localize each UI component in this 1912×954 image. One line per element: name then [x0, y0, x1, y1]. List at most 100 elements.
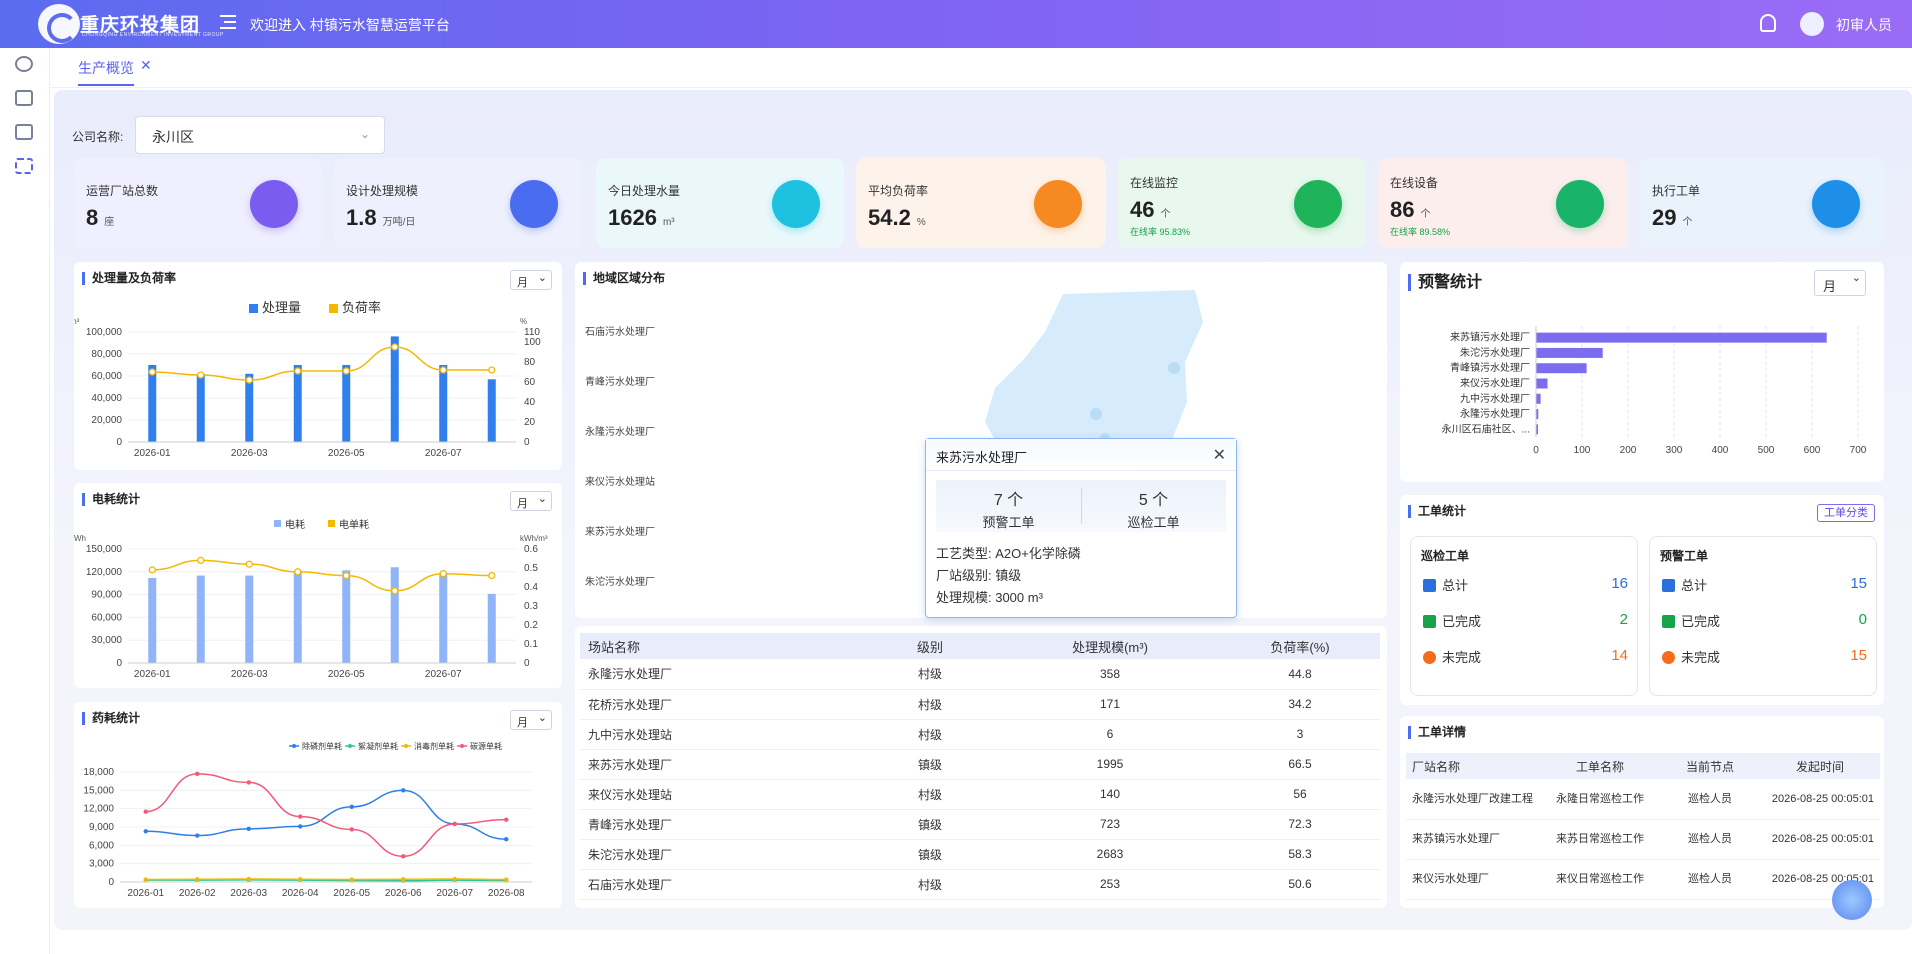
line-point[interactable]	[245, 560, 253, 568]
region-station-label[interactable]: 青峰污水处理厂	[585, 377, 655, 388]
line-point[interactable]	[401, 877, 406, 882]
region-station-label[interactable]: 永隆污水处理厂	[585, 427, 655, 438]
line-point[interactable]	[349, 804, 354, 810]
line-point[interactable]	[195, 877, 200, 882]
line-point[interactable]	[452, 821, 457, 827]
bar[interactable]	[1536, 409, 1539, 420]
stat-card[interactable]: 设计处理规模 1.8 万吨/日	[334, 158, 582, 248]
list-icon[interactable]	[15, 90, 33, 106]
stat-card[interactable]: 今日处理水量 1626 m³	[596, 158, 844, 248]
table-row[interactable]: 来仪污水处理站 村级 140 56	[580, 779, 1380, 810]
bell-icon[interactable]	[1760, 14, 1776, 32]
bar[interactable]	[148, 365, 157, 442]
bar[interactable]	[1536, 347, 1603, 358]
line-point[interactable]	[504, 877, 509, 882]
bar[interactable]	[1536, 378, 1548, 389]
bar[interactable]	[439, 574, 448, 663]
line-point[interactable]	[488, 366, 496, 374]
line-point[interactable]	[401, 854, 406, 859]
line-point[interactable]	[148, 566, 156, 574]
workorder-stat-row[interactable]: 已完成 0	[1662, 611, 1867, 630]
line-point[interactable]	[246, 826, 251, 832]
bar[interactable]	[1536, 393, 1541, 404]
table-row[interactable]: 石庙污水处理厂 村级 253 50.6	[580, 869, 1380, 900]
tab-close-icon[interactable]: ✕	[140, 57, 152, 73]
line-point[interactable]	[197, 371, 205, 379]
workorder-stat-row[interactable]: 未完成 14	[1423, 647, 1628, 666]
line-point[interactable]	[246, 780, 251, 785]
bar[interactable]	[245, 373, 254, 442]
line-point[interactable]	[391, 587, 399, 595]
bar[interactable]	[1536, 363, 1587, 374]
stat-card[interactable]: 在线设备 86 个在线率 89.58%	[1378, 158, 1628, 248]
line-point[interactable]	[452, 876, 457, 882]
table-row[interactable]: 九中污水处理站 村级 6 3	[580, 719, 1380, 750]
line-point[interactable]	[349, 877, 354, 882]
line-point[interactable]	[504, 817, 509, 822]
stat-card[interactable]: 平均负荷率 54.2%	[856, 158, 1106, 248]
company-select[interactable]: 永川区 ⌄	[135, 116, 385, 154]
popup-patrol[interactable]: 5 个巡检工单	[1081, 486, 1226, 531]
workorder-category-button[interactable]: 工单分类	[1817, 504, 1875, 522]
line-point[interactable]	[195, 833, 200, 838]
line-point[interactable]	[143, 809, 148, 814]
table-row[interactable]: 来苏污水处理厂 镇级 1995 66.5	[580, 749, 1380, 780]
workorder-stat-row[interactable]: 总计 16	[1423, 575, 1628, 594]
line-point[interactable]	[342, 571, 350, 580]
line-point[interactable]	[197, 556, 205, 565]
chem-period-select[interactable]: 月	[510, 710, 552, 730]
table-row[interactable]: 永隆污水处理厂 村级 358 44.8	[580, 659, 1380, 690]
bar[interactable]	[487, 379, 496, 442]
table-row[interactable]: 来仪污水处理厂 来仪日常巡检工作 巡检人员 2026-08-25 00:05:01	[1406, 859, 1880, 900]
workorder-stat-row[interactable]: 总计 15	[1662, 575, 1867, 594]
line-point[interactable]	[488, 571, 496, 580]
table-row[interactable]: 青峰污水处理厂 镇级 723 72.3	[580, 809, 1380, 840]
bar[interactable]	[439, 365, 448, 442]
region-station-label[interactable]: 石庙污水处理厂	[585, 327, 655, 338]
line-point[interactable]	[298, 877, 303, 882]
avatar[interactable]	[1800, 12, 1824, 36]
bar[interactable]	[196, 575, 205, 663]
line-point[interactable]	[294, 367, 302, 375]
bar[interactable]	[293, 571, 302, 663]
bar[interactable]	[390, 336, 399, 442]
line-point[interactable]	[245, 376, 253, 384]
region-station-label[interactable]: 朱沱污水处理厂	[585, 577, 655, 588]
line-point[interactable]	[195, 771, 200, 777]
line-point[interactable]	[349, 827, 354, 832]
bar[interactable]	[487, 593, 496, 663]
line-point[interactable]	[148, 368, 156, 376]
line-point[interactable]	[143, 877, 148, 882]
bar[interactable]	[1536, 424, 1538, 435]
dashboard-icon[interactable]	[15, 56, 33, 72]
assistant-float-button[interactable]	[1832, 880, 1872, 920]
line-point[interactable]	[298, 814, 303, 819]
stat-card[interactable]: 执行工单 29 个	[1640, 158, 1884, 248]
alert-period-select[interactable]: 月	[1814, 270, 1866, 296]
bar[interactable]	[390, 567, 399, 663]
station-marker[interactable]	[1090, 408, 1102, 420]
region-icon[interactable]	[15, 158, 33, 174]
treatment-period-select[interactable]: 月	[510, 270, 552, 290]
bar[interactable]	[148, 577, 157, 663]
region-station-label[interactable]: 来仪污水处理站	[585, 477, 655, 488]
workorder-stat-row[interactable]: 未完成 15	[1662, 647, 1867, 666]
bar[interactable]	[196, 373, 205, 442]
table-row[interactable]: 来苏镇污水处理厂 来苏日常巡检工作 巡检人员 2026-08-25 00:05:01	[1406, 819, 1880, 860]
station-marker[interactable]	[1168, 362, 1180, 374]
bar[interactable]	[245, 575, 254, 663]
popup-alert[interactable]: 7 个预警工单	[936, 486, 1081, 531]
line-point[interactable]	[246, 876, 251, 882]
grid-icon[interactable]	[15, 124, 33, 140]
region-station-label[interactable]: 来苏污水处理厂	[585, 527, 655, 538]
line-point[interactable]	[298, 824, 303, 829]
workorder-stat-row[interactable]: 已完成 2	[1423, 611, 1628, 630]
line-point[interactable]	[439, 570, 447, 578]
power-period-select[interactable]: 月	[510, 491, 552, 511]
stat-card[interactable]: 在线监控 46 个在线率 95.83%	[1118, 158, 1366, 248]
tab-production-overview[interactable]: 生产概览	[78, 58, 134, 86]
line-point[interactable]	[342, 367, 350, 375]
table-row[interactable]: 朱沱污水处理厂 镇级 2683 58.3	[580, 839, 1380, 870]
table-row[interactable]: 永隆污水处理厂改建工程 永隆日常巡检工作 巡检人员 2026-08-25 00:05:…	[1406, 779, 1880, 820]
bar[interactable]	[342, 570, 351, 663]
